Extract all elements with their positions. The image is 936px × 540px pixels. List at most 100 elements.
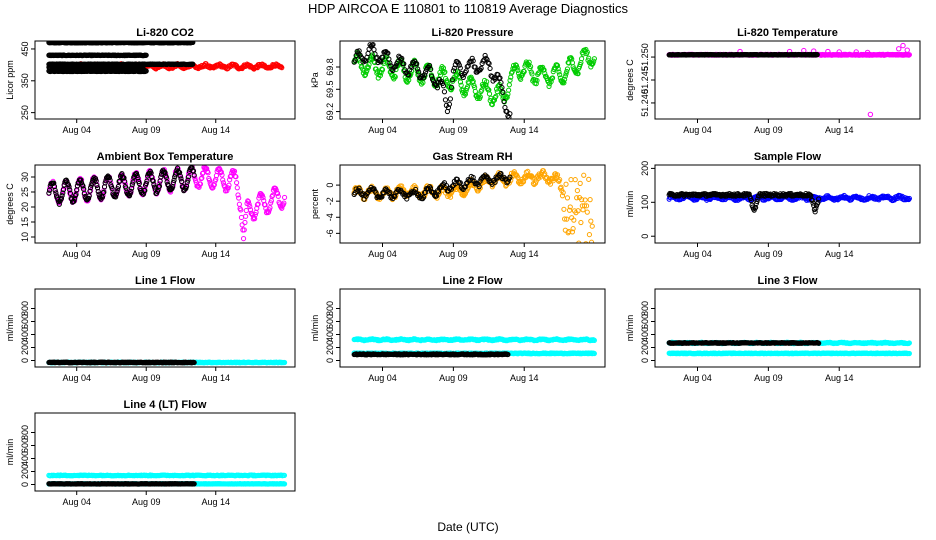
y-tick-label: 200 — [640, 161, 650, 176]
data-point — [176, 169, 183, 176]
data-point — [85, 195, 92, 201]
data-point — [487, 65, 493, 72]
data-point — [592, 254, 596, 258]
data-point — [570, 226, 576, 232]
data-point — [236, 201, 242, 207]
data-point — [416, 69, 422, 75]
y-tick-label: 30 — [20, 172, 30, 182]
data-point — [427, 66, 434, 73]
y-tick-label: 20 — [20, 202, 30, 212]
data-point — [53, 190, 59, 196]
data-point — [534, 77, 540, 84]
y-axis-label: ml/min — [310, 315, 320, 342]
y-tick-label: -6 — [325, 229, 335, 237]
data-point — [582, 197, 588, 203]
data-point — [143, 180, 149, 187]
data-point — [393, 63, 399, 69]
data-point — [219, 172, 225, 178]
data-point — [218, 169, 224, 175]
data-point — [113, 194, 119, 200]
x-tick-label: Aug 09 — [439, 125, 468, 135]
chart-title: Line 1 Flow — [135, 275, 195, 287]
data-point — [78, 177, 84, 183]
data-point — [414, 61, 420, 67]
x-tick-label: Aug 14 — [201, 249, 230, 259]
data-point — [493, 93, 499, 99]
data-point — [586, 247, 590, 251]
x-tick-label: Aug 04 — [62, 373, 91, 383]
data-point — [143, 68, 149, 74]
data-point — [190, 41, 196, 45]
y-tick-label: 69.5 — [325, 81, 335, 99]
data-point — [358, 54, 364, 60]
data-point — [226, 182, 232, 188]
x-tick-label: Aug 09 — [439, 249, 468, 259]
y-tick-label: 100 — [640, 195, 650, 210]
y-tick-label: 450 — [20, 41, 30, 56]
data-point — [142, 187, 148, 194]
data-point — [507, 77, 513, 83]
data-point — [73, 191, 79, 198]
data-point — [559, 193, 566, 199]
data-point — [192, 175, 198, 181]
data-point — [588, 239, 595, 243]
data-point — [533, 81, 539, 87]
data-point — [457, 65, 463, 71]
data-point — [514, 65, 520, 71]
plot-frame — [34, 164, 296, 244]
y-tick-label: 800 — [20, 301, 30, 316]
data-point — [197, 181, 204, 187]
series-magenta — [46, 165, 288, 242]
data-point — [529, 71, 535, 77]
data-point — [370, 41, 376, 48]
data-point — [486, 91, 493, 97]
data-point — [526, 59, 532, 65]
y-tick-label: 10 — [20, 232, 30, 242]
data-point — [51, 180, 57, 186]
data-point — [199, 170, 206, 177]
y-axis-label: ml/min — [625, 191, 635, 218]
data-point — [549, 75, 556, 81]
x-tick-label: Aug 09 — [132, 373, 161, 383]
data-point — [504, 94, 510, 100]
data-point — [579, 56, 585, 62]
data-point — [572, 177, 578, 183]
data-point — [46, 190, 52, 196]
data-point — [238, 214, 245, 221]
series-black-b — [46, 52, 149, 59]
x-tick-label: Aug 14 — [201, 125, 230, 135]
data-point — [434, 85, 441, 91]
data-point — [498, 170, 504, 177]
data-point — [584, 49, 590, 55]
data-point — [451, 65, 457, 71]
data-point — [198, 176, 204, 182]
plot-frame — [654, 164, 921, 244]
data-point — [115, 183, 122, 190]
data-point — [864, 49, 871, 56]
x-tick-label: Aug 09 — [132, 249, 161, 259]
data-point — [564, 216, 570, 222]
data-point — [387, 60, 393, 66]
series-green — [351, 46, 597, 108]
data-point — [564, 66, 571, 72]
data-point — [580, 207, 586, 213]
data-point — [447, 96, 453, 102]
data-point — [591, 56, 597, 62]
data-point — [566, 207, 573, 213]
data-points — [351, 41, 597, 119]
data-point — [504, 180, 510, 186]
data-point — [505, 179, 511, 185]
data-point — [470, 58, 476, 64]
data-point — [896, 46, 902, 52]
data-point — [378, 70, 384, 76]
data-point — [584, 209, 590, 215]
data-point — [574, 187, 580, 194]
data-point — [275, 193, 281, 199]
data-point — [588, 218, 594, 224]
data-point — [465, 63, 471, 69]
data-point — [149, 175, 156, 181]
data-point — [156, 181, 163, 187]
data-point — [113, 191, 119, 197]
y-tick-label: -4 — [325, 213, 335, 221]
